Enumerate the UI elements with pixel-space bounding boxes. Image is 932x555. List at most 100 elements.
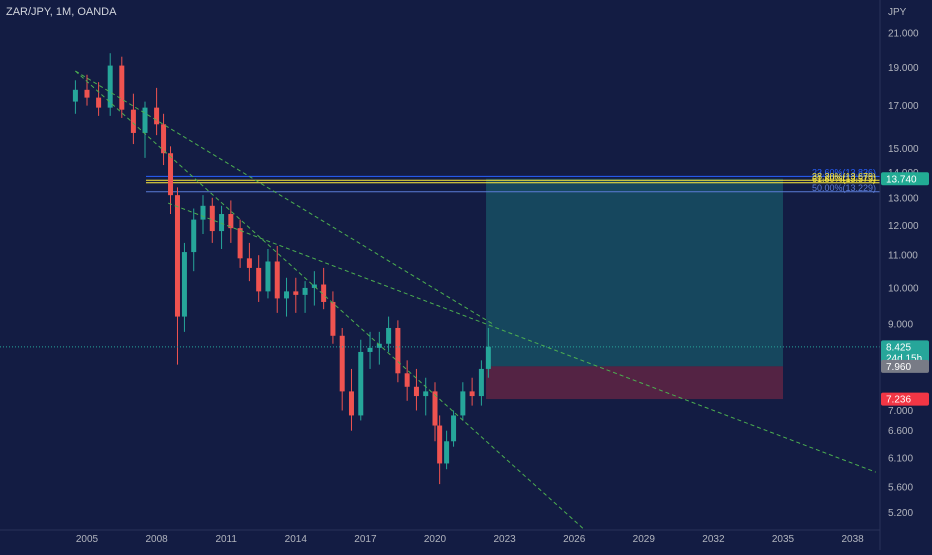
candle-body (293, 291, 299, 295)
candle-body (386, 327, 392, 344)
trendline[interactable] (168, 202, 876, 473)
y-tick-label: 9.000 (888, 320, 913, 331)
candle-body (284, 291, 290, 299)
y-tick-label: 7.000 (888, 406, 913, 417)
candle-body (423, 391, 429, 397)
y-tick-label: 19.000 (888, 63, 919, 74)
x-tick-label: 2014 (285, 534, 308, 545)
price-axis-bg (880, 0, 932, 550)
candle-body (130, 109, 136, 133)
candle-body (142, 107, 148, 133)
fib-level-label: 61.80%(13.579) (812, 174, 876, 184)
x-tick-label: 2029 (633, 534, 656, 545)
x-tick-label: 2026 (563, 534, 586, 545)
candle-body (485, 346, 491, 369)
x-tick-label: 2023 (493, 534, 516, 545)
candle-body (358, 351, 364, 416)
fibonacci-levels[interactable]: 23.60%(13.836)38.20%(13.679)61.80%(13.57… (146, 167, 880, 193)
candle-body (228, 214, 234, 229)
candle-body (154, 107, 160, 125)
x-tick-label: 2035 (772, 534, 795, 545)
candle-body (209, 205, 215, 232)
candle-body (84, 89, 90, 98)
candle-body (469, 391, 475, 397)
currency-label: JPY (888, 7, 907, 18)
long-position-tool[interactable] (486, 178, 783, 400)
y-tick-label: 10.000 (888, 283, 919, 294)
target-price-tag: 13.740 (886, 174, 917, 185)
candle-body (200, 205, 206, 220)
candle-body (246, 258, 252, 268)
candle-body (168, 153, 174, 196)
y-tick-label: 6.100 (888, 453, 913, 464)
x-tick-label: 2011 (215, 534, 237, 545)
fib-level-label: 23.60%(13.836) (812, 167, 876, 177)
candle-body (413, 386, 419, 397)
x-tick-label: 2020 (424, 534, 447, 545)
y-tick-label: 17.000 (888, 101, 919, 112)
candle-body (348, 391, 354, 416)
candle-body (256, 267, 262, 292)
candle-body (460, 391, 466, 416)
x-tick-label: 2005 (76, 534, 99, 545)
x-tick-label: 2032 (702, 534, 725, 545)
y-tick-label: 5.600 (888, 483, 913, 494)
candle-body (367, 347, 373, 352)
y-tick-label: 12.000 (888, 221, 919, 232)
candle-body (72, 89, 78, 102)
candle-body (181, 252, 187, 317)
target-price-tag-bg (881, 172, 929, 186)
candle-body (451, 415, 457, 442)
entry-price-tag: 7.960 (886, 362, 911, 373)
y-tick-label: 13.000 (888, 193, 919, 204)
candle-body (321, 284, 327, 302)
time-axis[interactable]: 2005 2008 2011 2014 2017 2020 2023 2026 2029 2032… (0, 529, 880, 545)
candle-body (302, 287, 308, 295)
y-tick-label: 15.000 (888, 144, 919, 155)
current-price-tag-bg (881, 340, 929, 365)
symbol-title: ZAR/JPY, 1M, OANDA (6, 6, 117, 18)
trendline[interactable] (75, 70, 586, 531)
candle-body (107, 65, 113, 108)
current-price-tag: 8.425 (886, 342, 911, 353)
fib-level-label: 38.20%(13.679) (812, 171, 876, 181)
candle-body (311, 284, 317, 288)
y-tick-label: 5.200 (888, 508, 913, 519)
candle-body (478, 368, 484, 397)
loss-zone[interactable] (486, 366, 783, 400)
stop-price-tag-bg (881, 392, 929, 406)
candle-body (395, 327, 401, 374)
x-tick-label: 2038 (841, 534, 864, 545)
candle-body (174, 195, 180, 317)
candles (72, 53, 491, 485)
candle-body (404, 373, 410, 387)
y-tick-label: 21.000 (888, 29, 919, 40)
fib-level-label: 50.00%(13.229) (812, 183, 876, 193)
candle-body (444, 441, 450, 464)
y-tick-label: 11.000 (888, 251, 918, 262)
profit-zone[interactable] (486, 178, 783, 367)
candle-body (119, 65, 125, 110)
x-tick-label: 2008 (145, 534, 168, 545)
candle-body (191, 219, 197, 253)
x-tick-label: 2017 (354, 534, 377, 545)
entry-price-tag-bg (881, 359, 929, 373)
current-price-tag-countdown: 24d 15h (886, 353, 922, 364)
candle-body (161, 124, 167, 154)
candle-body (96, 97, 102, 108)
price-axis[interactable]: JPY21.00019.00017.00015.00014.00013.0001… (879, 0, 932, 550)
candle-body (432, 391, 438, 426)
candle-body (219, 214, 225, 232)
candle-body (339, 335, 345, 392)
candle-body (376, 343, 382, 348)
stop-price-tag: 7.236 (886, 395, 911, 406)
candle-body (237, 228, 243, 259)
trendlines[interactable] (75, 70, 876, 531)
y-tick-label: 6.600 (888, 426, 913, 437)
candle-body (437, 425, 443, 464)
trendline[interactable] (75, 70, 494, 325)
candle-body (265, 261, 271, 292)
